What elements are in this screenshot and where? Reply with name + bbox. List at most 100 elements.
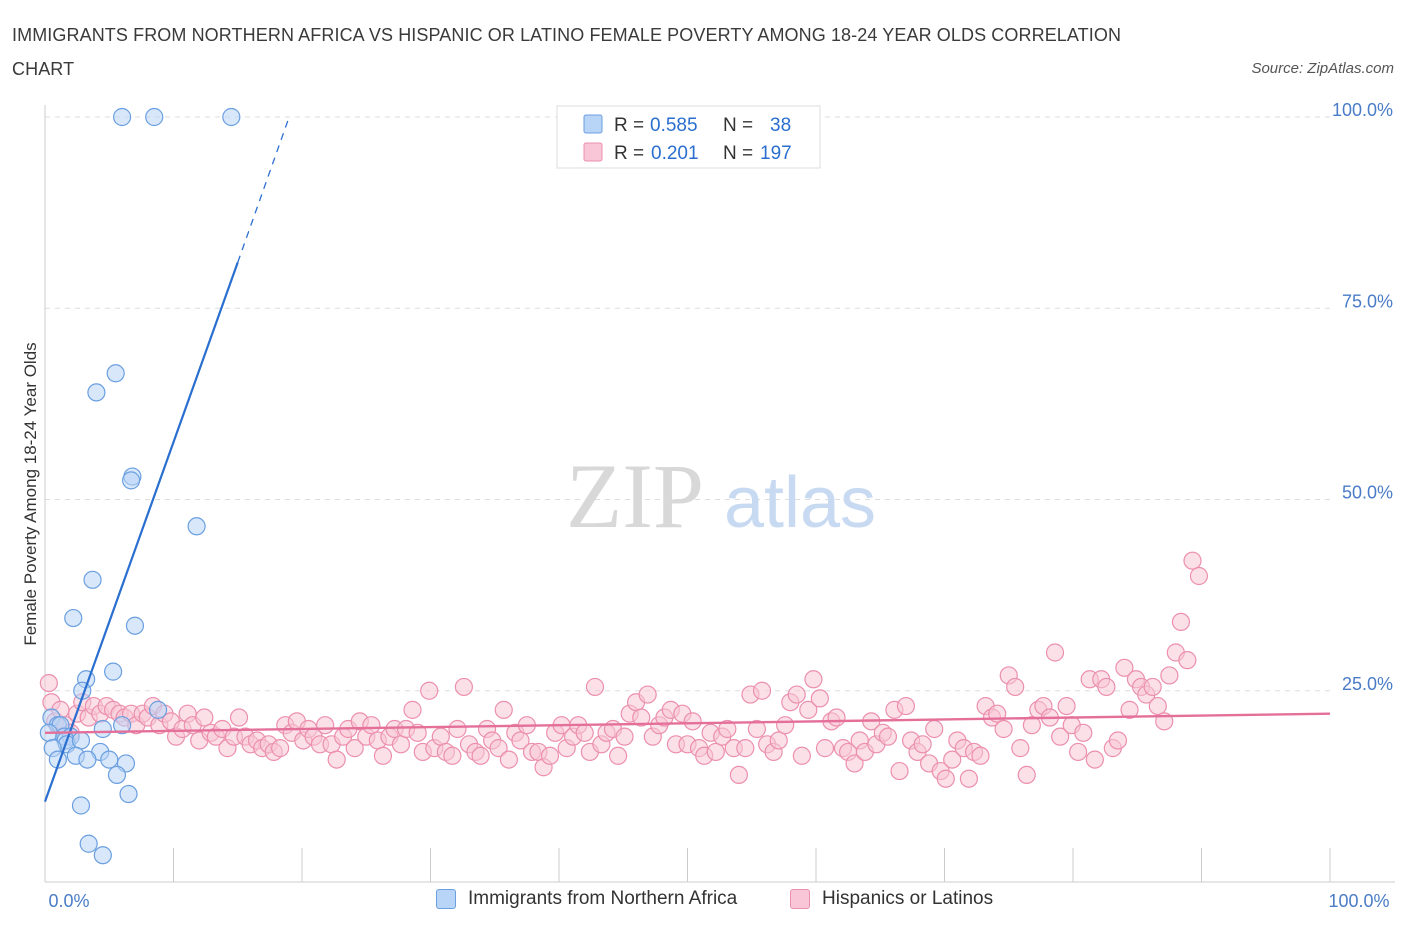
point-hispanics [494,700,513,719]
point-hispanics [540,746,560,765]
point-hispanics [683,712,702,731]
axes-layer [44,105,1395,883]
point-hispanics [448,719,467,739]
point-hispanics [1006,677,1025,697]
stats-legend-swatch-blue [583,114,603,134]
point-immigrants [104,662,123,681]
point-hispanics [499,750,518,769]
point-hispanics [792,746,811,765]
point-hispanics [362,716,381,735]
point-hispanics [769,731,788,750]
trend-line-hispanics [44,712,1331,735]
point-hispanics [1189,566,1209,586]
point-hispanics [878,727,898,746]
point-hispanics [925,719,944,739]
point-hispanics [1074,723,1093,742]
point-hispanics [827,708,846,727]
stats-n-label-blue: N = [723,115,753,136]
point-hispanics [810,689,829,708]
point-hispanics [489,739,508,758]
stats-n-value-blue: 38 [770,115,791,136]
point-hispanics [403,700,422,719]
point-immigrants [93,719,112,739]
point-immigrants [112,107,132,127]
point-hispanics [420,681,439,700]
point-hispanics [345,739,364,758]
y-tick-label: 100.0% [1332,100,1393,120]
point-hispanics [511,731,530,750]
point-hispanics [585,677,605,697]
point-hispanics [729,765,749,785]
point-hispanics [1022,716,1041,735]
point-hispanics [327,750,346,769]
point-hispanics [632,708,651,727]
point-immigrants [93,846,112,865]
point-hispanics [638,685,657,704]
point-hispanics [575,723,594,742]
point-immigrants [145,107,164,127]
stats-legend: R = 0.585 N = 38 R = 0.201 N = 197 [556,105,821,169]
point-hispanics [706,742,725,762]
point-hispanics [736,739,755,758]
point-hispanics [776,716,795,735]
point-immigrants [83,570,102,589]
point-hispanics [443,746,462,765]
point-immigrants [148,700,168,719]
point-hispanics [752,681,772,700]
point-immigrants [119,784,138,804]
point-hispanics [1108,731,1128,750]
chart-title: IMMIGRANTS FROM NORTHERN AFRICA VS HISPA… [12,25,1122,79]
stats-legend-swatch-pink [583,142,603,162]
stats-r-label-blue: R = [614,115,644,136]
point-immigrants [78,750,97,769]
point-hispanics [804,670,823,689]
point-hispanics [1183,551,1202,570]
stats-r-label-pink: R = [614,143,644,164]
point-hispanics [1085,750,1104,769]
point-immigrants [64,608,83,628]
point-hispanics [718,719,737,739]
source-note: Source: ZipAtlas.com [1251,60,1394,77]
stats-r-value-pink: 0.201 [651,143,699,164]
point-hispanics [799,700,818,719]
point-immigrants [71,796,91,815]
point-hispanics [1160,666,1179,685]
point-hispanics [431,727,450,746]
point-immigrants [125,616,145,635]
point-hispanics [391,735,411,754]
y-tick-label: 50.0% [1342,483,1393,503]
point-hispanics [971,746,990,765]
watermark-zip: ZIP [566,445,704,547]
point-hispanics [787,685,806,704]
y-tick-label: 25.0% [1342,674,1393,694]
point-hispanics [994,719,1013,739]
point-immigrants [79,834,98,853]
point-immigrants [121,471,141,490]
y-tick-labels: 25.0% 50.0% 75.0% 100.0% [1332,100,1393,694]
point-hispanics [1017,765,1036,785]
point-hispanics [896,696,916,716]
point-immigrants [222,107,241,127]
point-immigrants [100,750,119,769]
trend-line-immigrants-extension [237,116,290,263]
x-tick-label-max: 100.0% [1328,891,1389,911]
point-hispanics [1143,677,1162,697]
point-hispanics [271,739,290,758]
legend-item-immigrants: Immigrants from Northern Africa [436,888,737,910]
point-hispanics [471,746,490,765]
point-hispanics [1051,727,1070,746]
point-hispanics [1178,651,1197,670]
point-hispanics [1097,677,1116,697]
bottom-legend: Immigrants from Northern Africa Hispanic… [0,888,1406,918]
stats-r-value-blue: 0.585 [650,115,698,136]
point-hispanics [845,754,864,773]
point-hispanics [747,719,766,739]
point-hispanics [316,716,335,735]
point-immigrants [112,716,132,735]
point-hispanics [1120,700,1139,719]
point-hispanics [408,723,427,742]
watermark: ZIP atlas [566,445,876,547]
point-hispanics [229,708,249,727]
trend-line-immigrants [43,261,239,803]
